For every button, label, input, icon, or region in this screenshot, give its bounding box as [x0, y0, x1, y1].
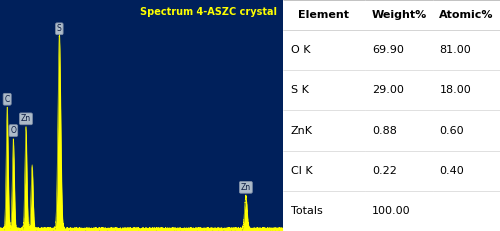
- Text: Spectrum 4-ASZC crystal: Spectrum 4-ASZC crystal: [140, 7, 277, 17]
- Text: Zn: Zn: [21, 114, 31, 123]
- Text: S: S: [57, 24, 62, 33]
- Text: Zn: Zn: [241, 183, 251, 192]
- Text: C: C: [4, 95, 10, 104]
- Text: O: O: [10, 126, 16, 135]
